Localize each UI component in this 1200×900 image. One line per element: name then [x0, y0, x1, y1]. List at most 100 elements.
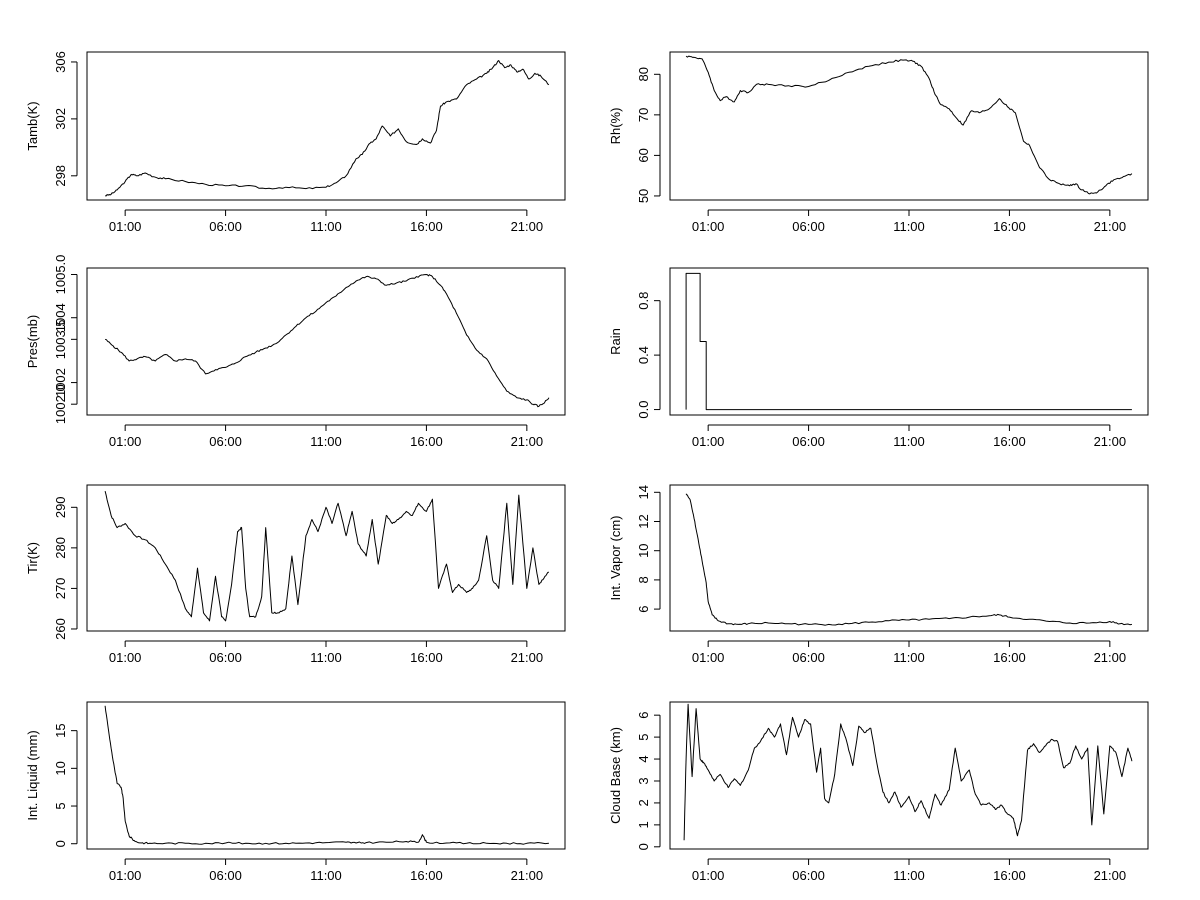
plot-frame [669, 484, 1149, 632]
panel-3: 01:00 06:00 11:00 16:00 21:001002.01003.5100… [25, 255, 566, 449]
panel-1: 01:00 06:00 11:00 16:00 21:00 298 302 306 Tamb(K… [25, 51, 566, 234]
x-tick-label: 21:00 [1094, 434, 1127, 449]
x-tick-label: 06:00 [792, 219, 825, 234]
x-tick-label: 11:00 [893, 219, 925, 234]
x-tick-label: 06:00 [792, 868, 825, 883]
x-tick-label: 01:00 [692, 650, 725, 665]
panel-8: 01:00 06:00 11:00 16:00 21:00 0 1 2 3 4 5 6 Cloud Ba… [608, 701, 1149, 883]
y-tick-label: 0 [53, 840, 68, 847]
panel-6: 01:00 06:00 11:00 16:00 21:00 6 8 10 12 14 Int. Va… [608, 484, 1149, 665]
series-line [685, 493, 1132, 626]
y-tick-label: 12 [636, 514, 651, 528]
y-tick-label: 15 [53, 723, 68, 737]
y-tick-label: 2 [636, 799, 651, 806]
y-tick-label: 306 [53, 51, 68, 73]
y-tick-label: 10 [53, 761, 68, 775]
x-tick-label: 21:00 [511, 434, 544, 449]
y-tick-label: 6 [636, 712, 651, 719]
x-tick-label: 11:00 [893, 434, 925, 449]
x-tick-label: 16:00 [410, 434, 443, 449]
x-tick-label: 16:00 [993, 219, 1026, 234]
y-tick-label: 302 [53, 108, 68, 130]
x-tick-label: 06:00 [209, 434, 242, 449]
x-tick-label: 01:00 [109, 650, 142, 665]
x-tick-label: 11:00 [893, 868, 925, 883]
x-tick-label: 16:00 [410, 868, 443, 883]
y-tick-label: 80 [636, 67, 651, 81]
x-tick-label: 16:00 [410, 219, 443, 234]
x-tick-label: 11:00 [310, 434, 342, 449]
series-line [685, 272, 1132, 411]
x-tick-label: 11:00 [310, 650, 342, 665]
y-tick-label: 1002.0 [53, 384, 68, 424]
y-tick-label: 290 [53, 496, 68, 518]
series-line [104, 705, 549, 845]
y-tick-label: 1 [636, 821, 651, 828]
x-tick-label: 01:00 [692, 868, 725, 883]
y-axis-title: Tamb(K) [25, 101, 40, 150]
panel-4: 01:00 06:00 11:00 16:00 21:00 0.0 0.4 0.8 Rain [608, 267, 1149, 449]
y-tick-label: 260 [53, 618, 68, 640]
y-axis-title: Tir(K) [25, 542, 40, 574]
y-tick-label: 0.4 [636, 346, 651, 364]
y-tick-label: 10 [636, 543, 651, 557]
y-axis-title: Pres(mb) [25, 315, 40, 368]
x-tick-label: 21:00 [1094, 219, 1127, 234]
plot-frame [86, 51, 566, 201]
plot-frame [86, 701, 566, 850]
series-line [104, 274, 550, 408]
x-tick-label: 11:00 [893, 650, 925, 665]
x-tick-label: 01:00 [109, 434, 142, 449]
y-tick-label: 4 [636, 755, 651, 762]
y-tick-label: 8 [636, 576, 651, 583]
x-tick-label: 21:00 [1094, 868, 1127, 883]
series-line [685, 55, 1133, 195]
x-tick-label: 21:00 [511, 868, 544, 883]
y-tick-label: 298 [53, 165, 68, 187]
y-tick-label: 1005.0 [53, 255, 68, 295]
x-tick-label: 11:00 [310, 219, 342, 234]
y-tick-label: 5 [53, 802, 68, 809]
x-tick-label: 11:00 [310, 868, 342, 883]
y-minor-tick-label: 1004 [53, 303, 68, 332]
series-line [104, 60, 550, 197]
y-axis-title: Rh(%) [608, 108, 623, 145]
y-tick-label: 270 [53, 578, 68, 600]
y-axis-title: Int. Liquid (mm) [25, 730, 40, 820]
y-axis-title: Cloud Base (km) [608, 727, 623, 824]
x-tick-label: 06:00 [792, 434, 825, 449]
y-tick-label: 6 [636, 605, 651, 612]
x-tick-label: 01:00 [109, 868, 142, 883]
x-tick-label: 06:00 [792, 650, 825, 665]
x-tick-label: 16:00 [993, 434, 1026, 449]
y-tick-label: 70 [636, 108, 651, 122]
x-tick-label: 01:00 [692, 219, 725, 234]
panel-2: 01:00 06:00 11:00 16:00 21:00 50 60 70 80 Rh(%) [608, 51, 1149, 234]
y-tick-label: 3 [636, 777, 651, 784]
y-minor-tick-label: 1002 [53, 368, 68, 397]
x-tick-label: 16:00 [993, 650, 1026, 665]
y-tick-label: 5 [636, 733, 651, 740]
series-line [683, 703, 1133, 841]
x-tick-label: 21:00 [1094, 650, 1127, 665]
y-tick-label: 50 [636, 189, 651, 203]
x-tick-label: 06:00 [209, 868, 242, 883]
series-line [104, 490, 549, 622]
y-tick-label: 1003.5 [53, 319, 68, 359]
plot-frame [669, 267, 1149, 416]
x-tick-label: 06:00 [209, 650, 242, 665]
plot-frame [86, 267, 566, 416]
x-tick-label: 06:00 [209, 219, 242, 234]
x-tick-label: 16:00 [410, 650, 443, 665]
y-tick-label: 0.8 [636, 292, 651, 310]
panel-7: 01:00 06:00 11:00 16:00 21:00 0 5 10 15 Int. Liqu… [25, 701, 566, 883]
plot-frame [669, 51, 1149, 201]
x-tick-label: 01:00 [109, 219, 142, 234]
plot-frame [669, 701, 1149, 850]
y-tick-label: 14 [636, 485, 651, 499]
y-tick-label: 280 [53, 537, 68, 559]
x-tick-label: 16:00 [993, 868, 1026, 883]
plot-frame [86, 484, 566, 632]
